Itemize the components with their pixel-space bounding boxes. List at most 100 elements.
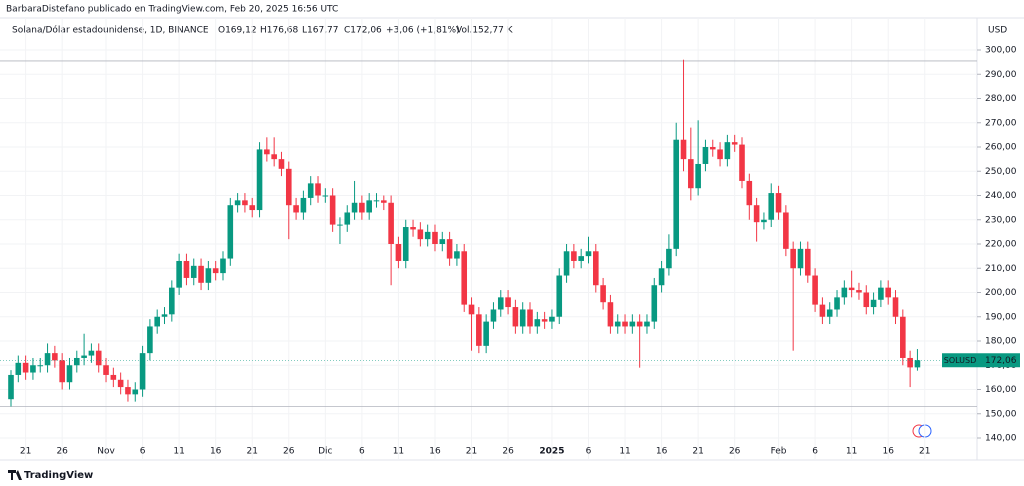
y-tick-label: 260,00: [985, 143, 1017, 153]
candle-body: [490, 309, 497, 322]
candle-body: [205, 268, 212, 283]
candle-body: [88, 350, 95, 356]
candle-body: [366, 200, 372, 213]
candle-body: [278, 159, 285, 169]
y-tick-label: 290,00: [985, 70, 1017, 80]
candle-body: [22, 362, 29, 373]
candle-body: [607, 302, 614, 327]
candle-body: [161, 314, 168, 317]
candle-body: [753, 205, 760, 223]
y-tick-label: 190,00: [985, 312, 1017, 322]
candle-body: [432, 231, 438, 244]
candle-body: [322, 195, 329, 197]
candle-body: [8, 374, 14, 400]
candle-body: [841, 287, 848, 298]
candle-body: [878, 287, 884, 300]
candle-body: [388, 202, 394, 244]
legend-value: +3,06 (+1,81%): [386, 26, 460, 36]
candle-body: [636, 321, 643, 327]
candle-body: [176, 260, 182, 288]
candle-body: [739, 144, 745, 181]
x-tick-label: 21: [466, 447, 477, 457]
x-tick-label: 6: [812, 447, 818, 457]
candle-body: [264, 149, 270, 155]
x-tick-label: 11: [173, 447, 184, 457]
candle-body: [885, 287, 891, 298]
x-tick-label: 26: [502, 447, 514, 457]
y-tick-label: 270,00: [985, 118, 1017, 128]
candle-body: [395, 244, 402, 261]
candle-body: [37, 365, 44, 367]
y-tick-label: 220,00: [985, 240, 1017, 250]
legend-value: H176,68: [260, 26, 299, 36]
y-tick-label: 230,00: [985, 215, 1017, 225]
candle-body: [688, 159, 694, 189]
candle-body: [117, 379, 124, 388]
y-tick-label: 180,00: [985, 337, 1017, 347]
candle-body: [571, 251, 577, 261]
candle-body: [549, 316, 555, 322]
y-tick-label: 200,00: [985, 288, 1017, 298]
candle-body: [315, 183, 321, 196]
candle-body: [658, 268, 665, 286]
candle-body: [424, 231, 431, 240]
candle-body: [468, 304, 475, 315]
x-tick-label: 26: [56, 447, 68, 457]
candle-body: [410, 227, 416, 230]
candle-body: [914, 360, 921, 368]
candle-body: [154, 316, 160, 327]
brand: TradingView: [24, 470, 93, 481]
x-tick-label: 11: [393, 447, 404, 457]
candle-body: [190, 265, 197, 278]
candle-body: [483, 321, 489, 346]
candle-body: [578, 256, 584, 261]
candle-body: [256, 149, 263, 211]
candle-body: [337, 224, 343, 226]
candle-body: [249, 205, 256, 211]
candle-body: [622, 321, 628, 327]
currency: USD: [988, 26, 1007, 36]
candle-body: [804, 248, 811, 276]
candle-body: [856, 290, 862, 293]
legend-value: C172,06: [344, 26, 382, 36]
candle-body: [446, 239, 453, 259]
symbol-label: SOLUSD: [944, 356, 977, 365]
candle-body: [497, 297, 504, 310]
candle-body: [644, 321, 650, 327]
candle-body: [848, 287, 855, 291]
y-tick-label: 210,00: [985, 264, 1017, 274]
candle-body: [826, 309, 833, 317]
y-tick-label: 280,00: [985, 94, 1017, 104]
candle-body: [242, 200, 248, 206]
chart-title: Solana/Dólar estadounidense, 1D, BINANCE: [12, 25, 209, 36]
candle-body: [476, 314, 482, 346]
price-tag: [978, 353, 1020, 368]
candle-body: [234, 200, 241, 206]
candle-body: [220, 258, 226, 274]
y-tick-label: 300,00: [985, 46, 1017, 56]
candle-body: [373, 200, 380, 202]
candle-body: [797, 248, 804, 269]
flag-icon: [912, 424, 932, 438]
candle-body: [775, 193, 782, 213]
candle-body: [863, 292, 870, 308]
candle-body: [614, 321, 621, 327]
candle-body: [30, 365, 36, 373]
candle-body: [673, 139, 680, 249]
candle-body: [834, 297, 840, 310]
candle-body: [227, 205, 234, 259]
candle-body: [103, 365, 109, 375]
candle-body: [307, 183, 314, 198]
x-tick-label: 16: [656, 447, 668, 457]
candle-body: [709, 147, 716, 150]
candle-body: [66, 365, 73, 383]
candle-body: [541, 319, 548, 322]
price-label: 172,06: [985, 356, 1017, 366]
candle-body: [519, 309, 526, 327]
symbol-tag: [942, 353, 978, 368]
candle-body: [381, 200, 387, 203]
x-tick-label: Dic: [318, 447, 332, 457]
candle-body: [680, 139, 687, 160]
candle-body: [534, 319, 541, 327]
candle-body: [359, 202, 365, 213]
